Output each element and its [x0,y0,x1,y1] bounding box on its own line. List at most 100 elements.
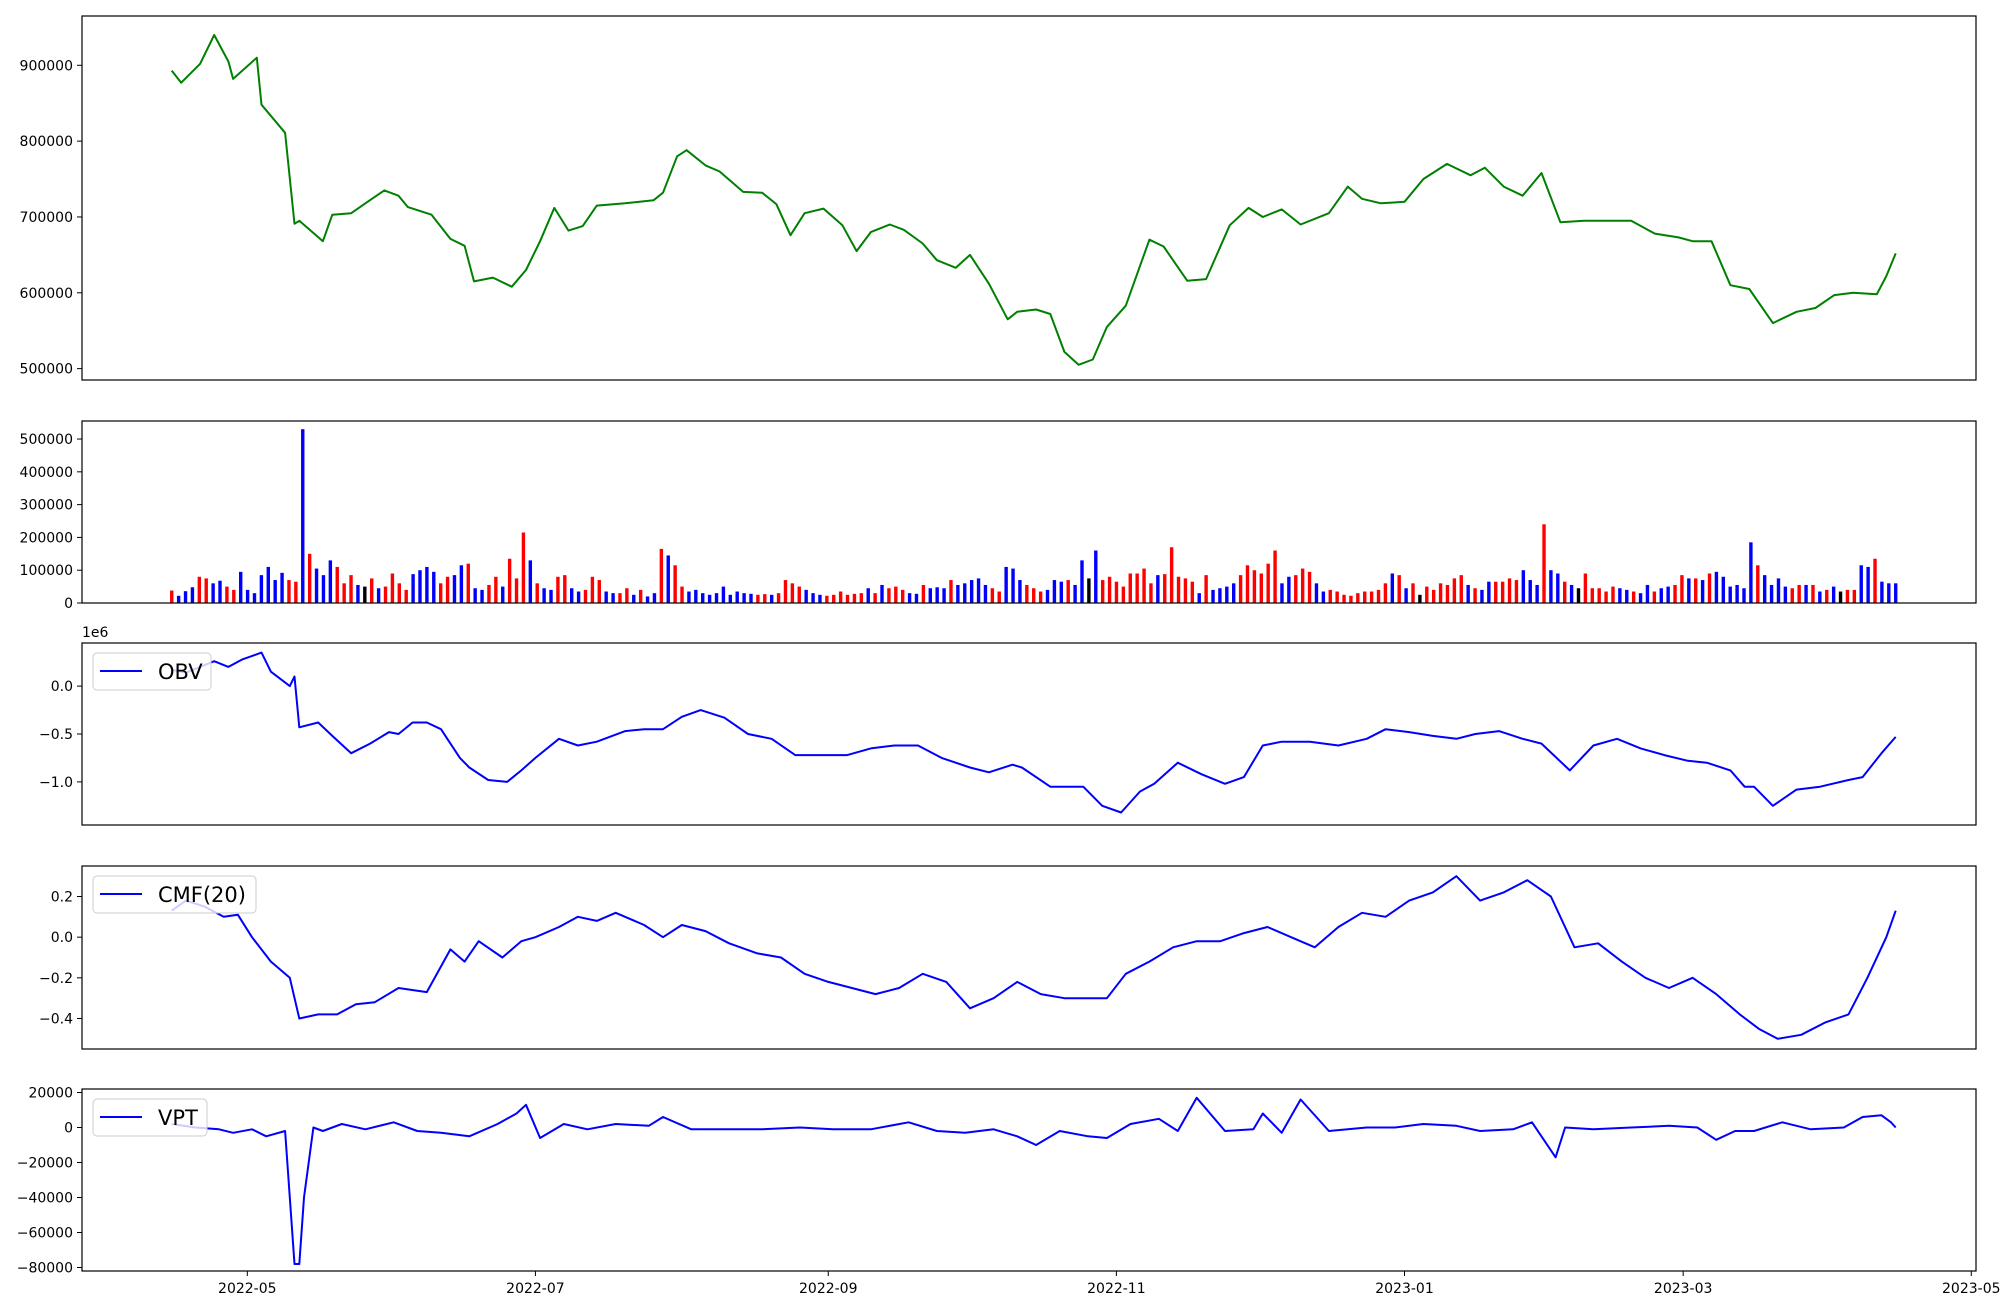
volume-bar [921,584,926,603]
volume-bar [1163,574,1167,603]
volume-y-axis: 0 100000 200000 300000 400000 500000 [20,432,82,612]
volume-bar [852,593,857,603]
volume-bar [1500,581,1505,603]
volume-bar [721,586,726,603]
volume-bar [797,586,801,603]
volume-bar [1494,581,1498,603]
volume-bar [990,588,995,603]
volume-bar [583,589,588,603]
volume-bar [1659,588,1663,603]
volume-bar [1252,570,1257,603]
volume-bar [1514,580,1519,603]
volume-bar [1694,578,1698,603]
volume-bar [1266,563,1270,603]
volume-bar [1149,583,1153,603]
volume-bar [597,580,601,603]
volume-bar [176,595,181,603]
volume-bar [804,589,808,603]
volume-bar [1721,576,1726,603]
volume-bar [880,584,884,603]
vpt-plot [171,1096,1897,1265]
volume-bar [1466,584,1470,603]
cmf-frame [81,865,1977,1050]
volume-bar [825,595,829,603]
volume-bar [714,593,719,603]
volume-bar [376,588,381,603]
volume-bar [287,580,291,603]
volume-bar [1073,584,1077,603]
cmf-plot [171,875,1897,1040]
vpt-y-tick-label: 0 [64,1121,73,1137]
volume-bar [983,584,988,603]
volume-bar [280,572,284,603]
obv-y-tick-label: 0.0 [51,679,73,695]
volume-bar [1232,583,1236,603]
volume-bar [1528,580,1532,603]
volume-bar [404,589,408,603]
cmf-y-tick-label: −0.4 [39,1012,73,1028]
volume-bar [1107,576,1112,603]
volume-bar [673,565,677,603]
vpt-y-tick-label: −20000 [17,1156,73,1172]
volume-bar [969,580,974,603]
volume-bar [1728,586,1732,603]
volume-bar [1273,550,1277,603]
volume-bar [1645,584,1650,603]
volume-bar [1756,565,1760,603]
volume-bar [1535,584,1539,603]
volume-bar [1245,565,1250,603]
vpt-y-tick-label: −80000 [17,1261,73,1277]
obv-panel: −1.0 −0.5 0.0 1e6 OBV [39,625,1977,826]
volume-bar [204,578,208,603]
volume-bar [294,581,298,603]
volume-bar [611,593,615,603]
volume-bar [370,578,374,603]
volume-bar [769,594,774,603]
volume-bar [549,589,553,603]
volume-bar [1142,568,1146,603]
volume-bar [1300,568,1305,603]
volume-bar [397,583,401,603]
volume-bar [432,571,436,603]
volume-bar [1376,589,1381,603]
volume-bar [832,594,836,603]
volume-bar [1169,547,1174,603]
volume-bar [521,532,526,603]
obv-y-axis: −1.0 −0.5 0.0 [39,679,82,791]
volume-bar [1211,589,1215,603]
obv-plot [171,651,1897,814]
volume-bar [1866,566,1870,603]
volume-bar [266,566,270,603]
volume-bar [735,591,739,603]
x-tick-label: 2022-11 [1087,1281,1146,1297]
volume-bar [411,574,415,603]
volume-panel: 0 100000 200000 300000 400000 500000 [20,420,1977,612]
volume-bar [1025,584,1029,603]
cmf-legend-box [92,875,257,914]
volume-bar [680,586,684,603]
price-y-tick-label: 700000 [20,210,73,226]
volume-bar [1852,589,1857,603]
volume-bar [1438,583,1443,603]
cmf-y-tick-label: 0.2 [51,890,73,906]
volume-bar [307,553,312,603]
price-y-tick-label: 800000 [20,134,73,150]
volume-bar [1831,586,1836,603]
volume-bar [645,596,650,603]
volume-bar [1114,581,1119,603]
volume-bar [873,593,877,603]
volume-bar [1894,583,1898,603]
volume-bar [1652,591,1657,603]
vpt-y-tick-label: −40000 [17,1191,73,1207]
volume-bar [1666,586,1670,603]
x-axis: 2022-05 2022-07 2022-09 2022-11 2023-01 2023-… [218,1271,2000,1297]
volume-bar [1769,584,1774,603]
volume-bar [901,589,905,603]
volume-bar [1638,593,1643,603]
volume-bar [1625,589,1629,603]
volume-bar [1038,591,1043,603]
volume-bar [1059,581,1064,603]
volume-bar [1342,594,1346,603]
volume-bar [818,594,822,603]
